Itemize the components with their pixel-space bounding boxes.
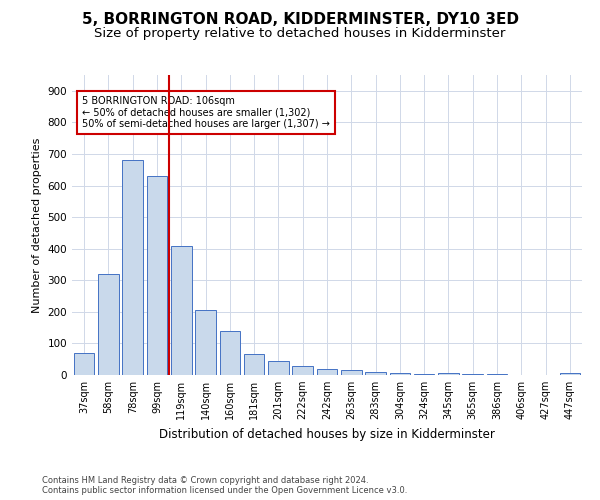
X-axis label: Distribution of detached houses by size in Kidderminster: Distribution of detached houses by size … bbox=[159, 428, 495, 440]
Bar bbox=[463, 374, 483, 375]
Bar bbox=[487, 374, 508, 375]
Bar bbox=[365, 372, 386, 375]
Text: 5, BORRINGTON ROAD, KIDDERMINSTER, DY10 3ED: 5, BORRINGTON ROAD, KIDDERMINSTER, DY10 … bbox=[82, 12, 518, 28]
Bar bbox=[171, 246, 191, 375]
Bar bbox=[122, 160, 143, 375]
Bar bbox=[317, 368, 337, 375]
Bar bbox=[195, 310, 216, 375]
Y-axis label: Number of detached properties: Number of detached properties bbox=[32, 138, 42, 312]
Bar bbox=[74, 353, 94, 375]
Bar bbox=[292, 366, 313, 375]
Text: Size of property relative to detached houses in Kidderminster: Size of property relative to detached ho… bbox=[94, 28, 506, 40]
Bar bbox=[146, 176, 167, 375]
Bar bbox=[220, 332, 240, 375]
Bar bbox=[414, 374, 434, 375]
Bar bbox=[438, 374, 459, 375]
Bar bbox=[560, 374, 580, 375]
Text: Contains HM Land Registry data © Crown copyright and database right 2024.
Contai: Contains HM Land Registry data © Crown c… bbox=[42, 476, 407, 495]
Bar bbox=[244, 354, 265, 375]
Text: 5 BORRINGTON ROAD: 106sqm
← 50% of detached houses are smaller (1,302)
50% of se: 5 BORRINGTON ROAD: 106sqm ← 50% of detac… bbox=[82, 96, 330, 129]
Bar bbox=[389, 374, 410, 375]
Bar bbox=[268, 361, 289, 375]
Bar bbox=[98, 274, 119, 375]
Bar bbox=[341, 370, 362, 375]
